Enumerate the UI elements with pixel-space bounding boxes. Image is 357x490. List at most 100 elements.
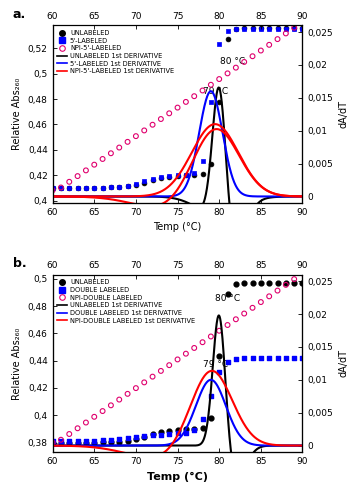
Point [75, 424, 80, 432]
Point [75, 184, 80, 192]
Point [266, 354, 272, 362]
Point [108, 401, 114, 409]
Point [150, 121, 155, 129]
Point [266, 293, 272, 300]
Point [216, 40, 222, 48]
Point [75, 184, 80, 192]
Point [208, 98, 214, 106]
Point [225, 358, 230, 366]
Point [100, 155, 105, 163]
Point [283, 354, 289, 362]
Point [250, 279, 255, 287]
Point [91, 413, 97, 421]
Point [208, 414, 214, 422]
Point [283, 29, 289, 37]
Point [233, 316, 239, 323]
Point [158, 367, 164, 375]
Point [108, 439, 114, 446]
Point [100, 184, 105, 192]
Point [141, 432, 147, 440]
Point [141, 126, 147, 134]
Point [266, 25, 272, 33]
Point [125, 138, 130, 146]
Point [133, 384, 139, 392]
Point [50, 437, 55, 445]
Point [291, 24, 297, 32]
Point [150, 373, 155, 381]
Point [225, 70, 230, 77]
Point [200, 87, 205, 95]
Point [108, 436, 114, 443]
Point [166, 430, 172, 438]
Text: 79 °C: 79 °C [202, 361, 228, 369]
Text: 80 °C: 80 °C [220, 56, 245, 66]
Point [83, 439, 89, 446]
Point [183, 425, 189, 433]
Point [66, 184, 72, 192]
Point [208, 392, 214, 399]
Point [83, 167, 89, 174]
Point [83, 418, 89, 426]
Point [108, 149, 114, 157]
Point [216, 352, 222, 360]
Point [216, 368, 222, 376]
Point [166, 427, 172, 435]
Point [183, 171, 189, 179]
Y-axis label: dA/dT: dA/dT [339, 100, 349, 128]
Point [116, 395, 122, 403]
Point [200, 171, 205, 178]
X-axis label: Temp (°C): Temp (°C) [147, 471, 208, 482]
Point [158, 115, 164, 123]
Point [233, 25, 239, 33]
Point [275, 35, 280, 43]
Point [125, 182, 130, 190]
Point [258, 279, 264, 287]
Point [150, 176, 155, 184]
Point [108, 184, 114, 192]
Point [50, 184, 55, 192]
Point [300, 270, 305, 277]
Point [300, 354, 305, 362]
Y-axis label: dA/dT: dA/dT [339, 349, 349, 377]
Point [275, 25, 280, 33]
Point [141, 378, 147, 386]
Point [175, 172, 180, 179]
Text: 80 °C: 80 °C [215, 294, 240, 302]
Point [225, 27, 230, 35]
Point [133, 180, 139, 188]
Point [241, 58, 247, 66]
Point [191, 92, 197, 100]
Point [75, 172, 80, 180]
Point [216, 75, 222, 83]
Point [200, 424, 205, 432]
Point [200, 338, 205, 346]
Point [66, 430, 72, 438]
Point [175, 356, 180, 364]
Point [141, 179, 147, 187]
Point [125, 182, 130, 190]
Point [183, 98, 189, 106]
Point [141, 433, 147, 441]
Point [66, 184, 72, 192]
Point [216, 327, 222, 335]
Point [58, 436, 64, 443]
Point [283, 279, 289, 287]
Point [125, 434, 130, 442]
Point [208, 333, 214, 341]
Point [241, 24, 247, 32]
Point [166, 361, 172, 369]
Point [175, 426, 180, 434]
Point [275, 24, 280, 32]
Point [66, 439, 72, 446]
Point [241, 279, 247, 287]
Point [175, 430, 180, 438]
Point [133, 436, 139, 443]
Y-axis label: Relative Abs₂₆₀: Relative Abs₂₆₀ [12, 78, 22, 150]
Text: a.: a. [12, 8, 26, 21]
Point [83, 184, 89, 192]
Point [141, 177, 147, 185]
Point [191, 344, 197, 352]
Point [233, 64, 239, 72]
Point [275, 287, 280, 294]
Point [150, 431, 155, 439]
